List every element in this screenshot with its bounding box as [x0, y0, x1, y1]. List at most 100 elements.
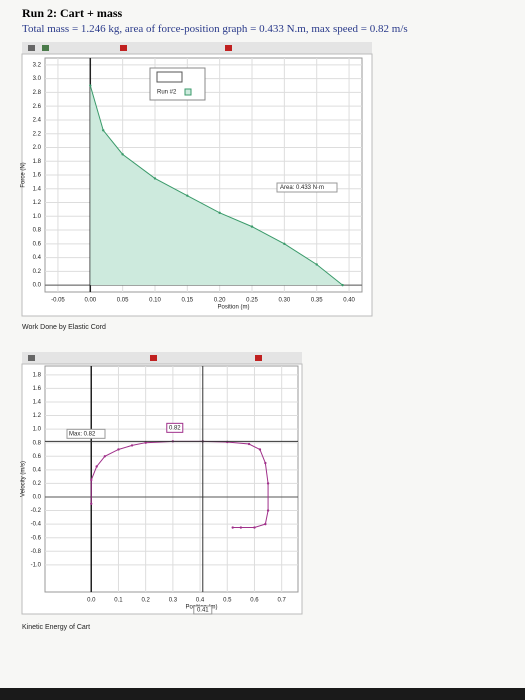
- x-tick-label: -0.05: [51, 298, 65, 304]
- run-summary: Total mass = 1.246 kg, area of force-pos…: [22, 23, 408, 35]
- x-tick-label: 0.35: [311, 298, 323, 304]
- max-tag: [166, 422, 184, 433]
- data-point: [153, 177, 157, 180]
- y-tick-label: 0.2: [33, 481, 42, 487]
- y-tick-label: 2.0: [33, 145, 42, 151]
- x-tick-label: 0.10: [149, 298, 161, 304]
- x-tick-label: 0.00: [84, 298, 96, 304]
- y-tick-label: 0.4: [33, 255, 42, 261]
- tool-icon[interactable]: [120, 45, 127, 51]
- data-point: [250, 225, 254, 228]
- y-tick-label: 1.4: [33, 186, 42, 192]
- tool-icon[interactable]: [255, 355, 262, 361]
- tool-icon[interactable]: [150, 355, 157, 361]
- y-tick-label: 1.6: [33, 386, 42, 392]
- y-axis-label: Force (N): [21, 162, 27, 187]
- data-point: [218, 211, 221, 215]
- caption: Kinetic Energy of Cart: [22, 624, 90, 631]
- y-tick-label: 2.8: [33, 90, 42, 96]
- y-tick-label: -0.2: [31, 508, 42, 514]
- y-tick-label: -0.8: [31, 549, 42, 555]
- y-tick-label: 2.6: [33, 104, 42, 110]
- y-tick-label: 2.2: [33, 131, 42, 137]
- bottom-bar: [0, 688, 525, 700]
- run-title: Run 2: Cart + mass: [22, 6, 123, 20]
- y-tick-label: 0.8: [33, 228, 42, 234]
- tool-icon[interactable]: [42, 45, 49, 51]
- y-tick-label: 0.0: [33, 283, 42, 289]
- y-tick-label: 0.0: [33, 495, 42, 501]
- data-point: [253, 526, 256, 529]
- y-tick-label: 1.4: [33, 400, 42, 406]
- x-tick-label: 0.15: [181, 298, 193, 304]
- data-line: [89, 85, 343, 286]
- annotation-box: [66, 428, 106, 439]
- y-tick-label: 1.6: [33, 173, 42, 179]
- data-point: [89, 84, 92, 87]
- y-tick-label: 0.6: [33, 454, 42, 460]
- cursor-tag: [193, 605, 213, 615]
- x-tick-label: 0.6: [250, 598, 259, 604]
- data-point: [283, 242, 286, 246]
- data-point: [264, 461, 267, 465]
- y-tick-label: 0.2: [33, 269, 42, 275]
- x-tick-label: 0.7: [278, 598, 287, 604]
- x-tick-label: 0.2: [141, 598, 150, 604]
- x-tick-label: 0.4: [196, 598, 205, 604]
- legend-swatch: [156, 71, 183, 83]
- x-tick-label: 0.25: [246, 298, 258, 304]
- data-point: [117, 448, 120, 451]
- x-tick-label: 0.05: [117, 298, 129, 304]
- y-tick-label: 0.8: [33, 440, 42, 446]
- x-tick-label: 0.30: [279, 298, 291, 304]
- y-axis-label: Velocity (m/s): [21, 461, 27, 497]
- data-point: [95, 465, 98, 468]
- x-tick-label: 0.3: [169, 598, 178, 604]
- x-axis-label: Position (m): [217, 305, 249, 311]
- data-point: [258, 448, 262, 451]
- annotation-box: [276, 182, 338, 193]
- data-point: [315, 263, 318, 266]
- x-tick-label: 0.0: [87, 598, 96, 604]
- x-tick-label: 0.1: [114, 598, 123, 604]
- caption: Work Done by Elastic Cord: [22, 324, 106, 331]
- data-point: [341, 283, 344, 287]
- y-tick-label: -1.0: [31, 562, 42, 568]
- area: [90, 85, 343, 286]
- tool-icon[interactable]: [28, 355, 35, 361]
- data-point: [144, 441, 147, 444]
- data-point: [130, 444, 134, 447]
- toolbar: [22, 352, 302, 364]
- y-tick-label: 2.4: [33, 118, 42, 124]
- data-point: [102, 129, 105, 132]
- annotation: Area: 0.433 N·m: [280, 185, 324, 191]
- max-label: 0.82: [169, 425, 181, 431]
- tool-icon[interactable]: [28, 45, 35, 51]
- data-point: [90, 478, 93, 482]
- x-tick-label: 0.5: [223, 598, 232, 604]
- y-tick-label: -0.4: [31, 522, 42, 528]
- data-point: [266, 509, 270, 512]
- y-tick-label: 1.0: [33, 427, 42, 433]
- y-tick-label: 1.0: [33, 214, 42, 220]
- tool-icon[interactable]: [225, 45, 232, 51]
- legend-entry: Run #2: [157, 90, 177, 96]
- data-point: [247, 442, 251, 446]
- x-tick-label: 0.40: [343, 298, 355, 304]
- y-tick-label: 3.0: [33, 76, 42, 82]
- y-tick-label: 0.6: [33, 241, 42, 247]
- data-point: [121, 153, 124, 156]
- data-point: [90, 502, 93, 505]
- plot-area: [44, 365, 299, 593]
- data-point: [231, 526, 234, 529]
- y-tick-label: 0.4: [33, 467, 42, 473]
- y-tick-label: 1.8: [33, 159, 42, 165]
- y-tick-label: -0.6: [31, 535, 42, 541]
- y-tick-label: 1.2: [33, 413, 42, 419]
- data-point: [264, 522, 267, 526]
- data-point: [186, 194, 189, 197]
- annotation: Max: 0.82: [69, 431, 96, 437]
- y-tick-label: 1.2: [33, 200, 42, 206]
- y-tick-label: 1.8: [33, 372, 42, 378]
